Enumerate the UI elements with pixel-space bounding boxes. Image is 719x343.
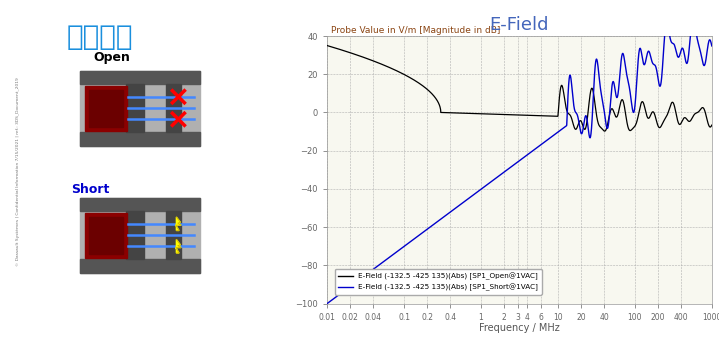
Bar — [166, 84, 180, 132]
Title: E-Field: E-Field — [490, 16, 549, 34]
Bar — [126, 211, 144, 259]
X-axis label: Frequency / MHz: Frequency / MHz — [479, 323, 560, 333]
Bar — [80, 198, 200, 272]
Text: 辐射电场: 辐射电场 — [67, 23, 133, 51]
Legend: E-Field (-132.5 -425 135)(Abs) [SP1_Open@1VAC], E-Field (-132.5 -425 135)(Abs) [: E-Field (-132.5 -425 135)(Abs) [SP1_Open… — [334, 269, 542, 295]
Bar — [80, 132, 200, 145]
Text: Short: Short — [70, 183, 109, 196]
Text: © Dassault Systèmes | Confidential Information 7/15/2021 | ref.: 3DS_Document_20: © Dassault Systèmes | Confidential Infor… — [16, 78, 20, 267]
Bar — [89, 216, 123, 253]
Bar — [89, 90, 123, 127]
Text: Probe Value in V/m [Magnitude in dB]: Probe Value in V/m [Magnitude in dB] — [331, 26, 500, 35]
Polygon shape — [175, 239, 181, 253]
Bar — [80, 198, 200, 211]
Bar — [85, 85, 127, 130]
Bar — [80, 259, 200, 272]
Bar — [126, 84, 144, 132]
Bar — [166, 211, 180, 259]
Text: Open: Open — [93, 51, 130, 64]
Bar — [85, 213, 127, 258]
Bar — [80, 71, 200, 84]
Polygon shape — [175, 217, 181, 230]
Bar — [80, 71, 200, 145]
